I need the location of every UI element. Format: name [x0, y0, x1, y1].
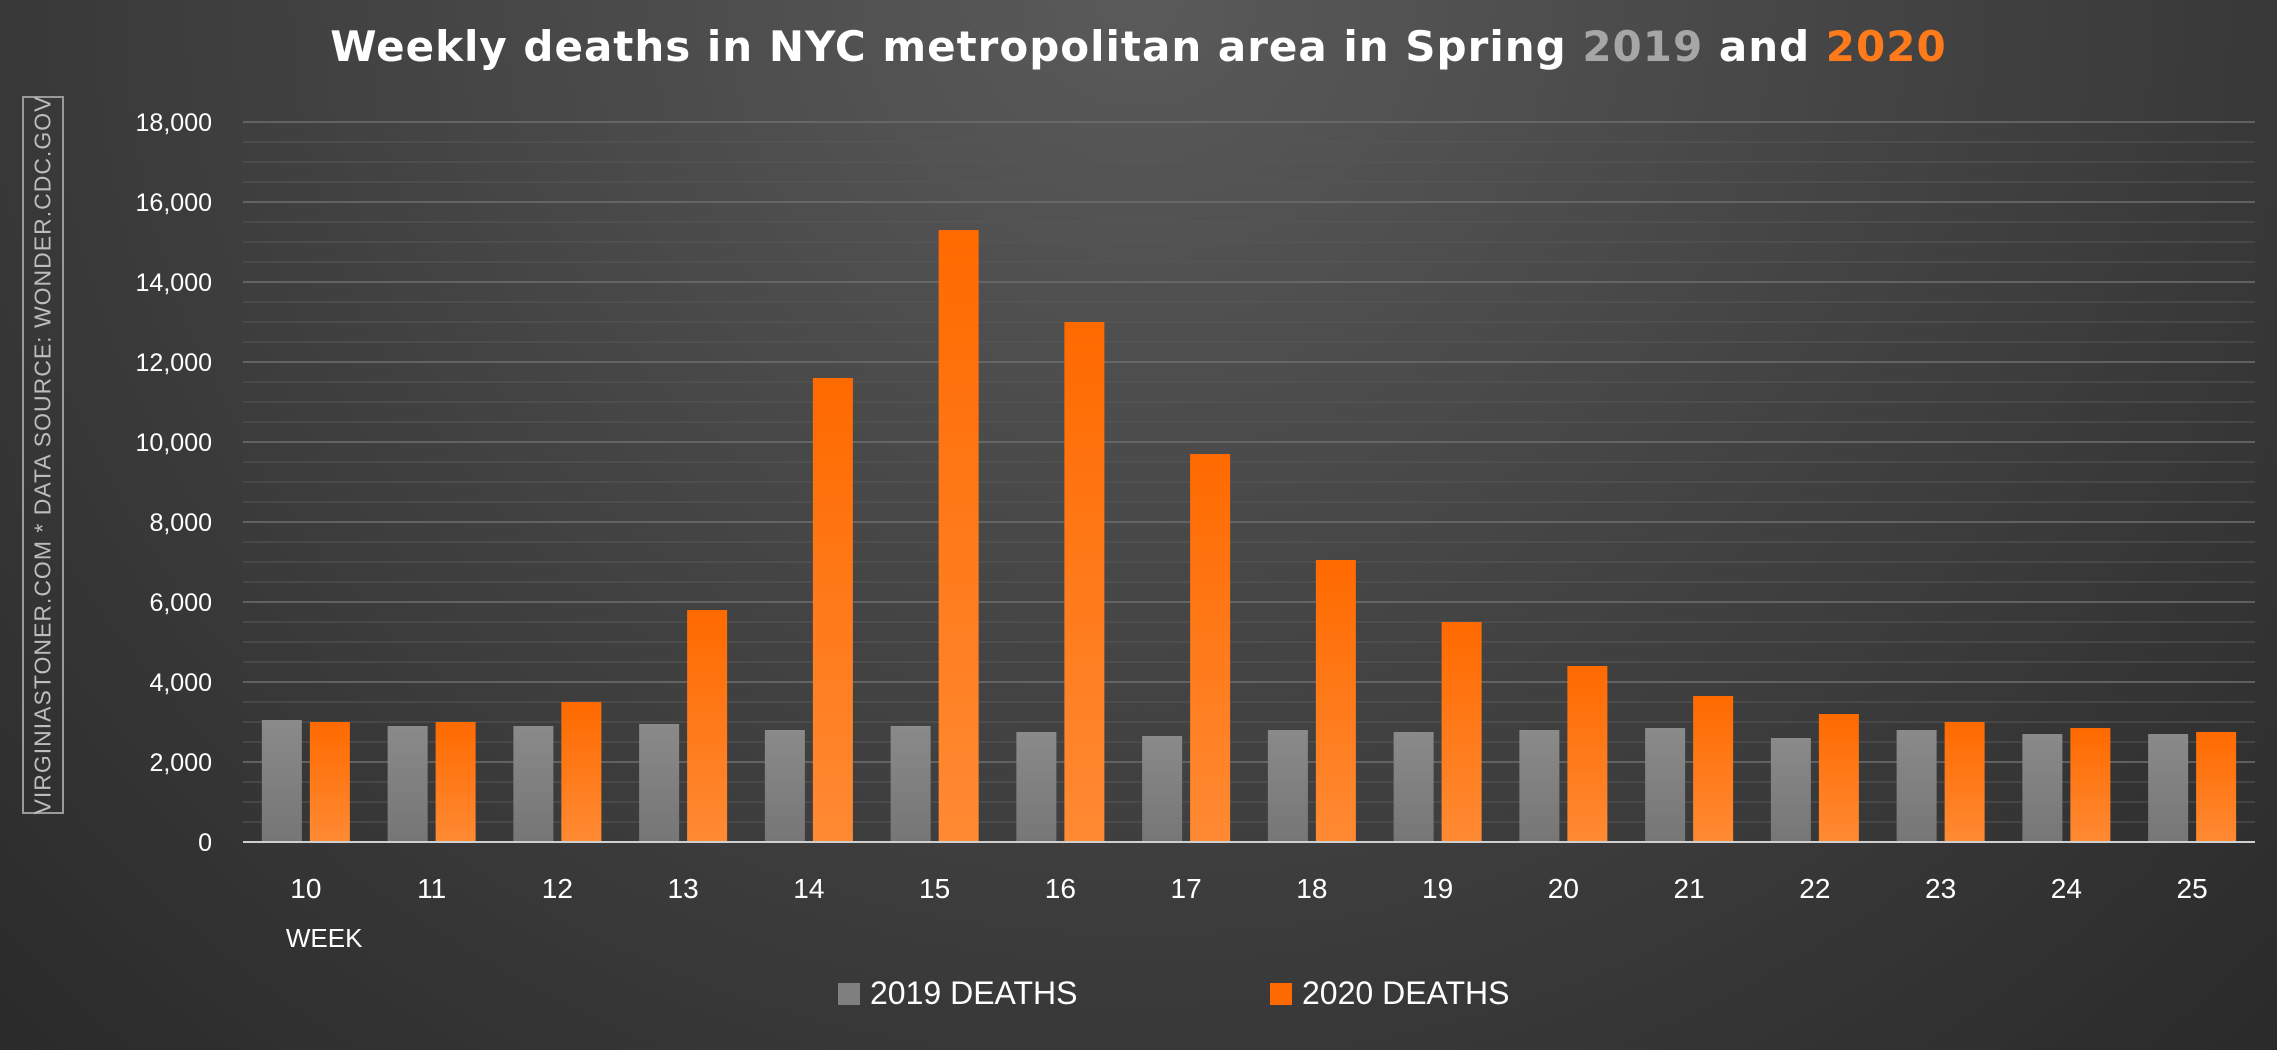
bar-2020 — [1064, 322, 1105, 842]
bar-2020 — [1944, 722, 1985, 842]
legend: 2019 DEATHS 2020 DEATHS — [0, 975, 2277, 1015]
bar-2020 — [561, 702, 602, 842]
x-tick-label: 11 — [417, 873, 446, 904]
x-tick-label: 12 — [542, 873, 573, 904]
bar-2019 — [387, 726, 428, 842]
y-tick-label: 8,000 — [149, 509, 212, 537]
x-tick-label: 17 — [1171, 873, 1202, 904]
x-tick-label: 25 — [2177, 873, 2208, 904]
x-tick-label: 21 — [1674, 873, 1705, 904]
bar-2020 — [2196, 732, 2237, 842]
x-tick-label: 10 — [290, 873, 321, 904]
bar-2020 — [1315, 560, 1356, 842]
bar-2019 — [1519, 730, 1560, 842]
bar-2019 — [1896, 730, 1937, 842]
legend-label-2020: 2020 DEATHS — [1302, 975, 1510, 1011]
x-tick-label: 14 — [793, 873, 824, 904]
y-tick-label: 0 — [198, 829, 212, 857]
x-axis-label: WEEK — [286, 923, 363, 953]
legend-label-2019: 2019 DEATHS — [870, 975, 1078, 1011]
y-tick-label: 12,000 — [136, 349, 212, 377]
bar-2020 — [1567, 666, 1608, 842]
y-tick-label: 6,000 — [149, 589, 212, 617]
legend-item-2020: 2020 DEATHS — [1270, 975, 1510, 1012]
bar-2019 — [890, 726, 931, 842]
bar-2020 — [1693, 696, 1734, 842]
bar-2019 — [1645, 728, 1686, 842]
y-tick-label: 4,000 — [149, 669, 212, 697]
x-tick-label: 19 — [1422, 873, 1453, 904]
bar-2019 — [1393, 732, 1434, 842]
x-tick-label: 24 — [2051, 873, 2082, 904]
bar-2019 — [1142, 736, 1183, 842]
x-tick-label: 16 — [1045, 873, 1076, 904]
source-note-box: VIRGINIASTONER.COM * DATA SOURCE: WONDER… — [22, 96, 64, 814]
bar-2019 — [639, 724, 680, 842]
bar-2020 — [812, 378, 853, 842]
bar-2020 — [1190, 454, 1231, 842]
y-tick-label: 18,000 — [136, 109, 212, 137]
legend-swatch-2019 — [838, 982, 860, 1005]
bar-2020 — [687, 610, 728, 842]
bar-2020 — [938, 230, 979, 842]
chart-title: Weekly deaths in NYC metropolitan area i… — [330, 22, 1947, 71]
bar-2019 — [764, 730, 805, 842]
y-tick-label: 10,000 — [136, 429, 212, 457]
bar-2020 — [1818, 714, 1859, 842]
bar-2019 — [1267, 730, 1308, 842]
legend-swatch-2020 — [1270, 982, 1292, 1005]
bar-2020 — [1441, 622, 1482, 842]
bar-2019 — [2022, 734, 2063, 842]
bar-2020 — [309, 722, 350, 842]
bar-2020 — [435, 722, 476, 842]
bar-2019 — [513, 726, 554, 842]
bar-2019 — [1770, 738, 1811, 842]
y-tick-label: 14,000 — [136, 269, 212, 297]
bar-2019 — [1016, 732, 1057, 842]
x-tick-label: 18 — [1296, 873, 1327, 904]
x-tick-label: 22 — [1799, 873, 1830, 904]
x-tick-label: 23 — [1925, 873, 1956, 904]
bar-2019 — [261, 720, 302, 842]
bar-2020 — [2070, 728, 2111, 842]
legend-item-2019: 2019 DEATHS — [838, 975, 1078, 1012]
bar-2019 — [2148, 734, 2189, 842]
y-tick-label: 2,000 — [149, 749, 212, 777]
x-tick-label: 13 — [668, 873, 699, 904]
x-tick-label: 15 — [919, 873, 950, 904]
x-tick-label: 20 — [1548, 873, 1579, 904]
y-tick-label: 16,000 — [136, 189, 212, 217]
